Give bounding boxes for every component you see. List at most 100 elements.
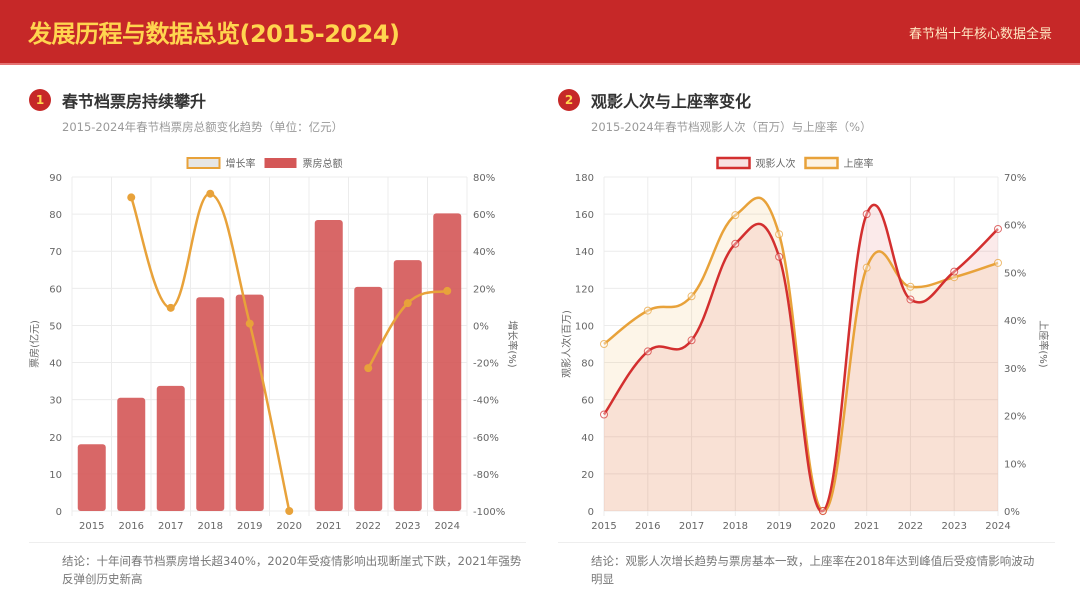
point-2016	[643, 347, 652, 356]
y-tick-label: 40	[581, 433, 594, 444]
y-tick-label: 80	[49, 210, 62, 221]
box-office-chart: 0 10 20 30 40 50 60 70 80 90 -100% -80% -60% -40% -20%…	[28, 157, 519, 532]
y-tick-label: 50	[49, 321, 62, 332]
conclusion-text: 结论：观影人次增长趋势与票房基本一致，上座率在2018年达到峰值后受疫情影响波动…	[591, 554, 1035, 586]
y2-tick-label: 80%	[473, 173, 495, 184]
point-2015	[600, 340, 608, 348]
point-2015	[600, 410, 608, 419]
divider	[29, 542, 526, 543]
y-tick-label: 60	[49, 284, 62, 295]
point-2018	[731, 211, 740, 220]
point-2017	[687, 292, 696, 301]
line-上座率	[603, 196, 999, 513]
y2-tick-label: -80%	[473, 470, 499, 481]
y-tick-label: 40	[49, 359, 62, 370]
y2-tick-label: -60%	[473, 433, 499, 444]
point-2022	[906, 282, 915, 291]
audience-chart: 0 20 40 60 80 100 120 140 160 180 0% 10% 20% 30% 40% 50…	[560, 156, 1050, 532]
x-tick-label: 2020	[810, 521, 835, 532]
y-axis-label: 观影人次(百万)	[560, 310, 573, 378]
y-tick-label: 20	[581, 470, 594, 481]
page-subtitle: 春节档十年核心数据全景	[908, 27, 1052, 42]
legend-label: 票房总额	[303, 157, 343, 170]
legend-label: 观影人次	[756, 157, 796, 170]
growth-point-2019	[245, 319, 254, 328]
x-tick-label: 2019	[766, 521, 791, 532]
point-2021	[862, 263, 871, 272]
point-2019	[775, 252, 784, 261]
bar-2022	[354, 286, 383, 511]
growth-point-2024	[443, 286, 452, 295]
legend-swatch	[804, 156, 839, 170]
y-tick-label: 140	[575, 247, 594, 258]
point-2016	[643, 306, 652, 315]
point-2023	[950, 273, 959, 282]
panel-audience: 2 观影人次与上座率变化 2015-2024年春节档观影人次（百万）与上座率（%…	[540, 65, 1060, 604]
y2-tick-label: 10%	[1004, 459, 1026, 470]
y2-tick-label: 20%	[473, 284, 495, 295]
section-title: 春节档票房持续攀升	[62, 92, 207, 111]
x-tick-label: 2021	[316, 521, 341, 532]
bar-2021	[314, 220, 343, 511]
x-tick-label: 2016	[635, 521, 660, 532]
y-tick-label: 90	[49, 173, 62, 184]
legend-label: 增长率	[226, 157, 256, 170]
y-tick-label: 0	[588, 507, 594, 518]
growth-point-2017	[166, 303, 175, 312]
point-2024	[994, 258, 1002, 267]
y-tick-label: 20	[49, 433, 62, 444]
y-tick-label: 120	[575, 284, 594, 295]
section-number-badge: 1	[29, 89, 51, 111]
y2-tick-label: 30%	[1004, 364, 1026, 375]
y2-axis-label: 上座率(%)	[1037, 320, 1050, 367]
panel-box-office: 1 春节档票房持续攀升 2015-2024年春节档票房总额变化趋势（单位：亿元）…	[0, 65, 526, 604]
x-tick-label: 2021	[854, 521, 879, 532]
y-tick-label: 10	[49, 470, 62, 481]
x-tick-label: 2020	[277, 521, 302, 532]
point-2020	[818, 507, 827, 515]
legend-swatch	[264, 158, 297, 168]
x-tick-label: 2022	[898, 521, 923, 532]
x-tick-label: 2024	[435, 521, 460, 532]
y2-tick-label: 50%	[1004, 268, 1026, 279]
area-fill-上座率	[604, 197, 998, 512]
legend-swatch	[716, 156, 751, 170]
y-tick-label: 30	[49, 396, 62, 407]
divider	[558, 542, 1055, 543]
x-tick-label: 2023	[395, 521, 420, 532]
y2-tick-label: 70%	[1004, 173, 1026, 184]
bar-2015	[77, 444, 106, 511]
point-2017	[687, 336, 696, 345]
growth-point-2023	[403, 299, 412, 308]
section-subtitle: 2015-2024年春节档票房总额变化趋势（单位：亿元）	[62, 120, 344, 134]
x-tick-label: 2022	[356, 521, 381, 532]
growth-point-2022	[364, 364, 373, 373]
y2-tick-label: 20%	[1004, 412, 1026, 423]
section-title: 观影人次与上座率变化	[591, 92, 752, 111]
y2-axis-label: 增长率(%)	[506, 320, 519, 367]
x-tick-label: 2017	[679, 521, 704, 532]
y-axis-label: 票房(亿元)	[28, 320, 41, 368]
x-tick-label: 2023	[941, 521, 966, 532]
bar-2016	[117, 397, 146, 511]
section-number-badge: 2	[558, 89, 580, 111]
y2-tick-label: 0%	[473, 321, 489, 332]
section-subtitle: 2015-2024年春节档观影人次（百万）与上座率（%）	[591, 120, 872, 134]
x-tick-label: 2019	[237, 521, 262, 532]
y2-tick-label: -40%	[473, 396, 499, 407]
y-tick-label: 70	[49, 247, 62, 258]
x-tick-label: 2018	[198, 521, 223, 532]
y-tick-label: 0	[56, 507, 62, 518]
legend-label: 上座率	[844, 157, 874, 170]
y2-tick-label: 60%	[473, 210, 495, 221]
page-title: 发展历程与数据总览(2015-2024)	[28, 20, 400, 48]
x-tick-label: 2018	[723, 521, 748, 532]
x-tick-label: 2024	[985, 521, 1010, 532]
y2-tick-label: 40%	[1004, 316, 1026, 327]
y-tick-label: 60	[581, 396, 594, 407]
legend-swatch	[186, 157, 221, 169]
y2-tick-label: -20%	[473, 359, 499, 370]
point-2024	[994, 224, 1002, 233]
y-tick-label: 80	[581, 359, 594, 370]
point-2023	[950, 267, 959, 276]
